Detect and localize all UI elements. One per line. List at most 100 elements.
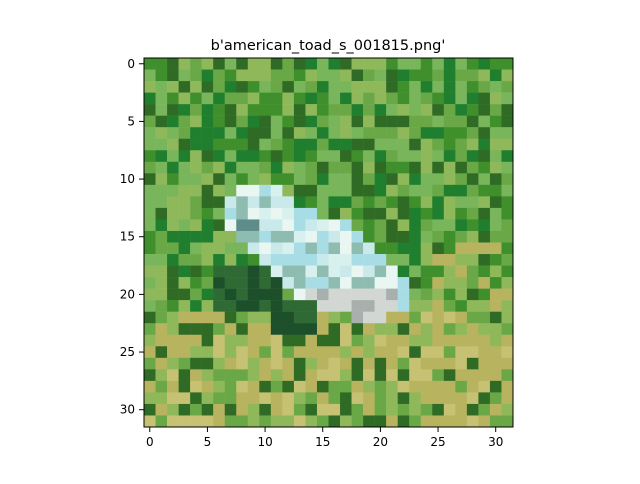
image-pixel [501, 323, 514, 335]
image-pixel [397, 81, 410, 93]
image-pixel [259, 58, 272, 70]
image-pixel [420, 403, 433, 416]
image-pixel [478, 127, 491, 139]
image-pixel [409, 207, 421, 220]
image-pixel [270, 104, 283, 116]
image-pixel [293, 415, 306, 428]
image-pixel [236, 150, 249, 163]
image-pixel [455, 104, 468, 116]
image-pixel [501, 415, 514, 428]
image-pixel [478, 69, 491, 82]
image-pixel [293, 173, 306, 186]
image-pixel [259, 346, 272, 359]
image-pixel [351, 219, 364, 232]
image-pixel [374, 288, 387, 301]
image-pixel [420, 277, 433, 289]
image-pixel [201, 380, 214, 393]
image-pixel [363, 207, 375, 220]
image-pixel [409, 115, 421, 128]
image-pixel [328, 104, 341, 116]
image-pixel [270, 334, 283, 347]
image-pixel [328, 254, 341, 266]
image-pixel [213, 311, 225, 324]
image-pixel [374, 242, 387, 255]
image-pixel [501, 254, 514, 266]
image-pixel [409, 242, 421, 255]
image-pixel [340, 334, 352, 347]
image-pixel [443, 288, 456, 301]
image-pixel [224, 81, 237, 93]
image-pixel [328, 311, 341, 324]
image-pixel [340, 265, 352, 278]
image-pixel [144, 334, 156, 347]
image-pixel [363, 288, 375, 301]
image-pixel [178, 415, 191, 428]
image-pixel [340, 58, 352, 70]
image-pixel [340, 138, 352, 151]
image-pixel [155, 184, 168, 197]
image-pixel [201, 161, 214, 174]
image-pixel [363, 81, 375, 93]
image-pixel [443, 277, 456, 289]
image-pixel [432, 288, 445, 301]
image-pixel [247, 230, 260, 243]
image-pixel [328, 69, 341, 82]
image-pixel [293, 357, 306, 370]
image-pixel [397, 230, 410, 243]
image-pixel [489, 369, 502, 382]
image-pixel [374, 311, 387, 324]
image-pixel [155, 265, 168, 278]
image-pixel [351, 415, 364, 428]
image-pixel [178, 104, 191, 116]
image-pixel [190, 346, 202, 359]
image-pixel [305, 161, 318, 174]
image-pixel [259, 242, 272, 255]
image-pixel [259, 104, 272, 116]
image-pixel [478, 415, 491, 428]
image-pixel [316, 196, 329, 209]
image-pixel [409, 277, 421, 289]
image-pixel [201, 230, 214, 243]
image-pixel [432, 334, 445, 347]
image-pixel [489, 196, 502, 209]
image-pixel [270, 69, 283, 82]
image-pixel [351, 207, 364, 220]
plot-title: b'american_toad_s_001815.png' [211, 38, 446, 54]
image-pixel [386, 127, 398, 139]
image-pixel [282, 392, 295, 405]
image-pixel [489, 173, 502, 186]
image-pixel [432, 92, 445, 105]
image-pixel [178, 161, 191, 174]
image-pixel [409, 69, 421, 82]
image-pixel [374, 230, 387, 243]
image-pixel [144, 161, 156, 174]
image-pixel [305, 254, 318, 266]
image-pixel [270, 357, 283, 370]
image-pixel [340, 311, 352, 324]
image-pixel [270, 403, 283, 416]
image-pixel [282, 323, 295, 335]
image-pixel [282, 403, 295, 416]
image-pixel [144, 127, 156, 139]
image-pixel [409, 403, 421, 416]
image-pixel [432, 69, 445, 82]
image-pixel [247, 58, 260, 70]
image-pixel [167, 81, 179, 93]
image-pixel [386, 207, 398, 220]
image-pixel [501, 334, 514, 347]
image-pixel [247, 380, 260, 393]
image-pixel [340, 392, 352, 405]
image-pixel [236, 196, 249, 209]
image-pixel [340, 81, 352, 93]
image-pixel [190, 357, 202, 370]
image-pixel [224, 380, 237, 393]
image-pixel [282, 415, 295, 428]
image-pixel [432, 196, 445, 209]
image-pixel [190, 161, 202, 174]
image-pixel [316, 369, 329, 382]
image-pixel [305, 369, 318, 382]
image-pixel [397, 184, 410, 197]
image-pixel [397, 300, 410, 312]
image-pixel [489, 69, 502, 82]
image-pixel [432, 415, 445, 428]
